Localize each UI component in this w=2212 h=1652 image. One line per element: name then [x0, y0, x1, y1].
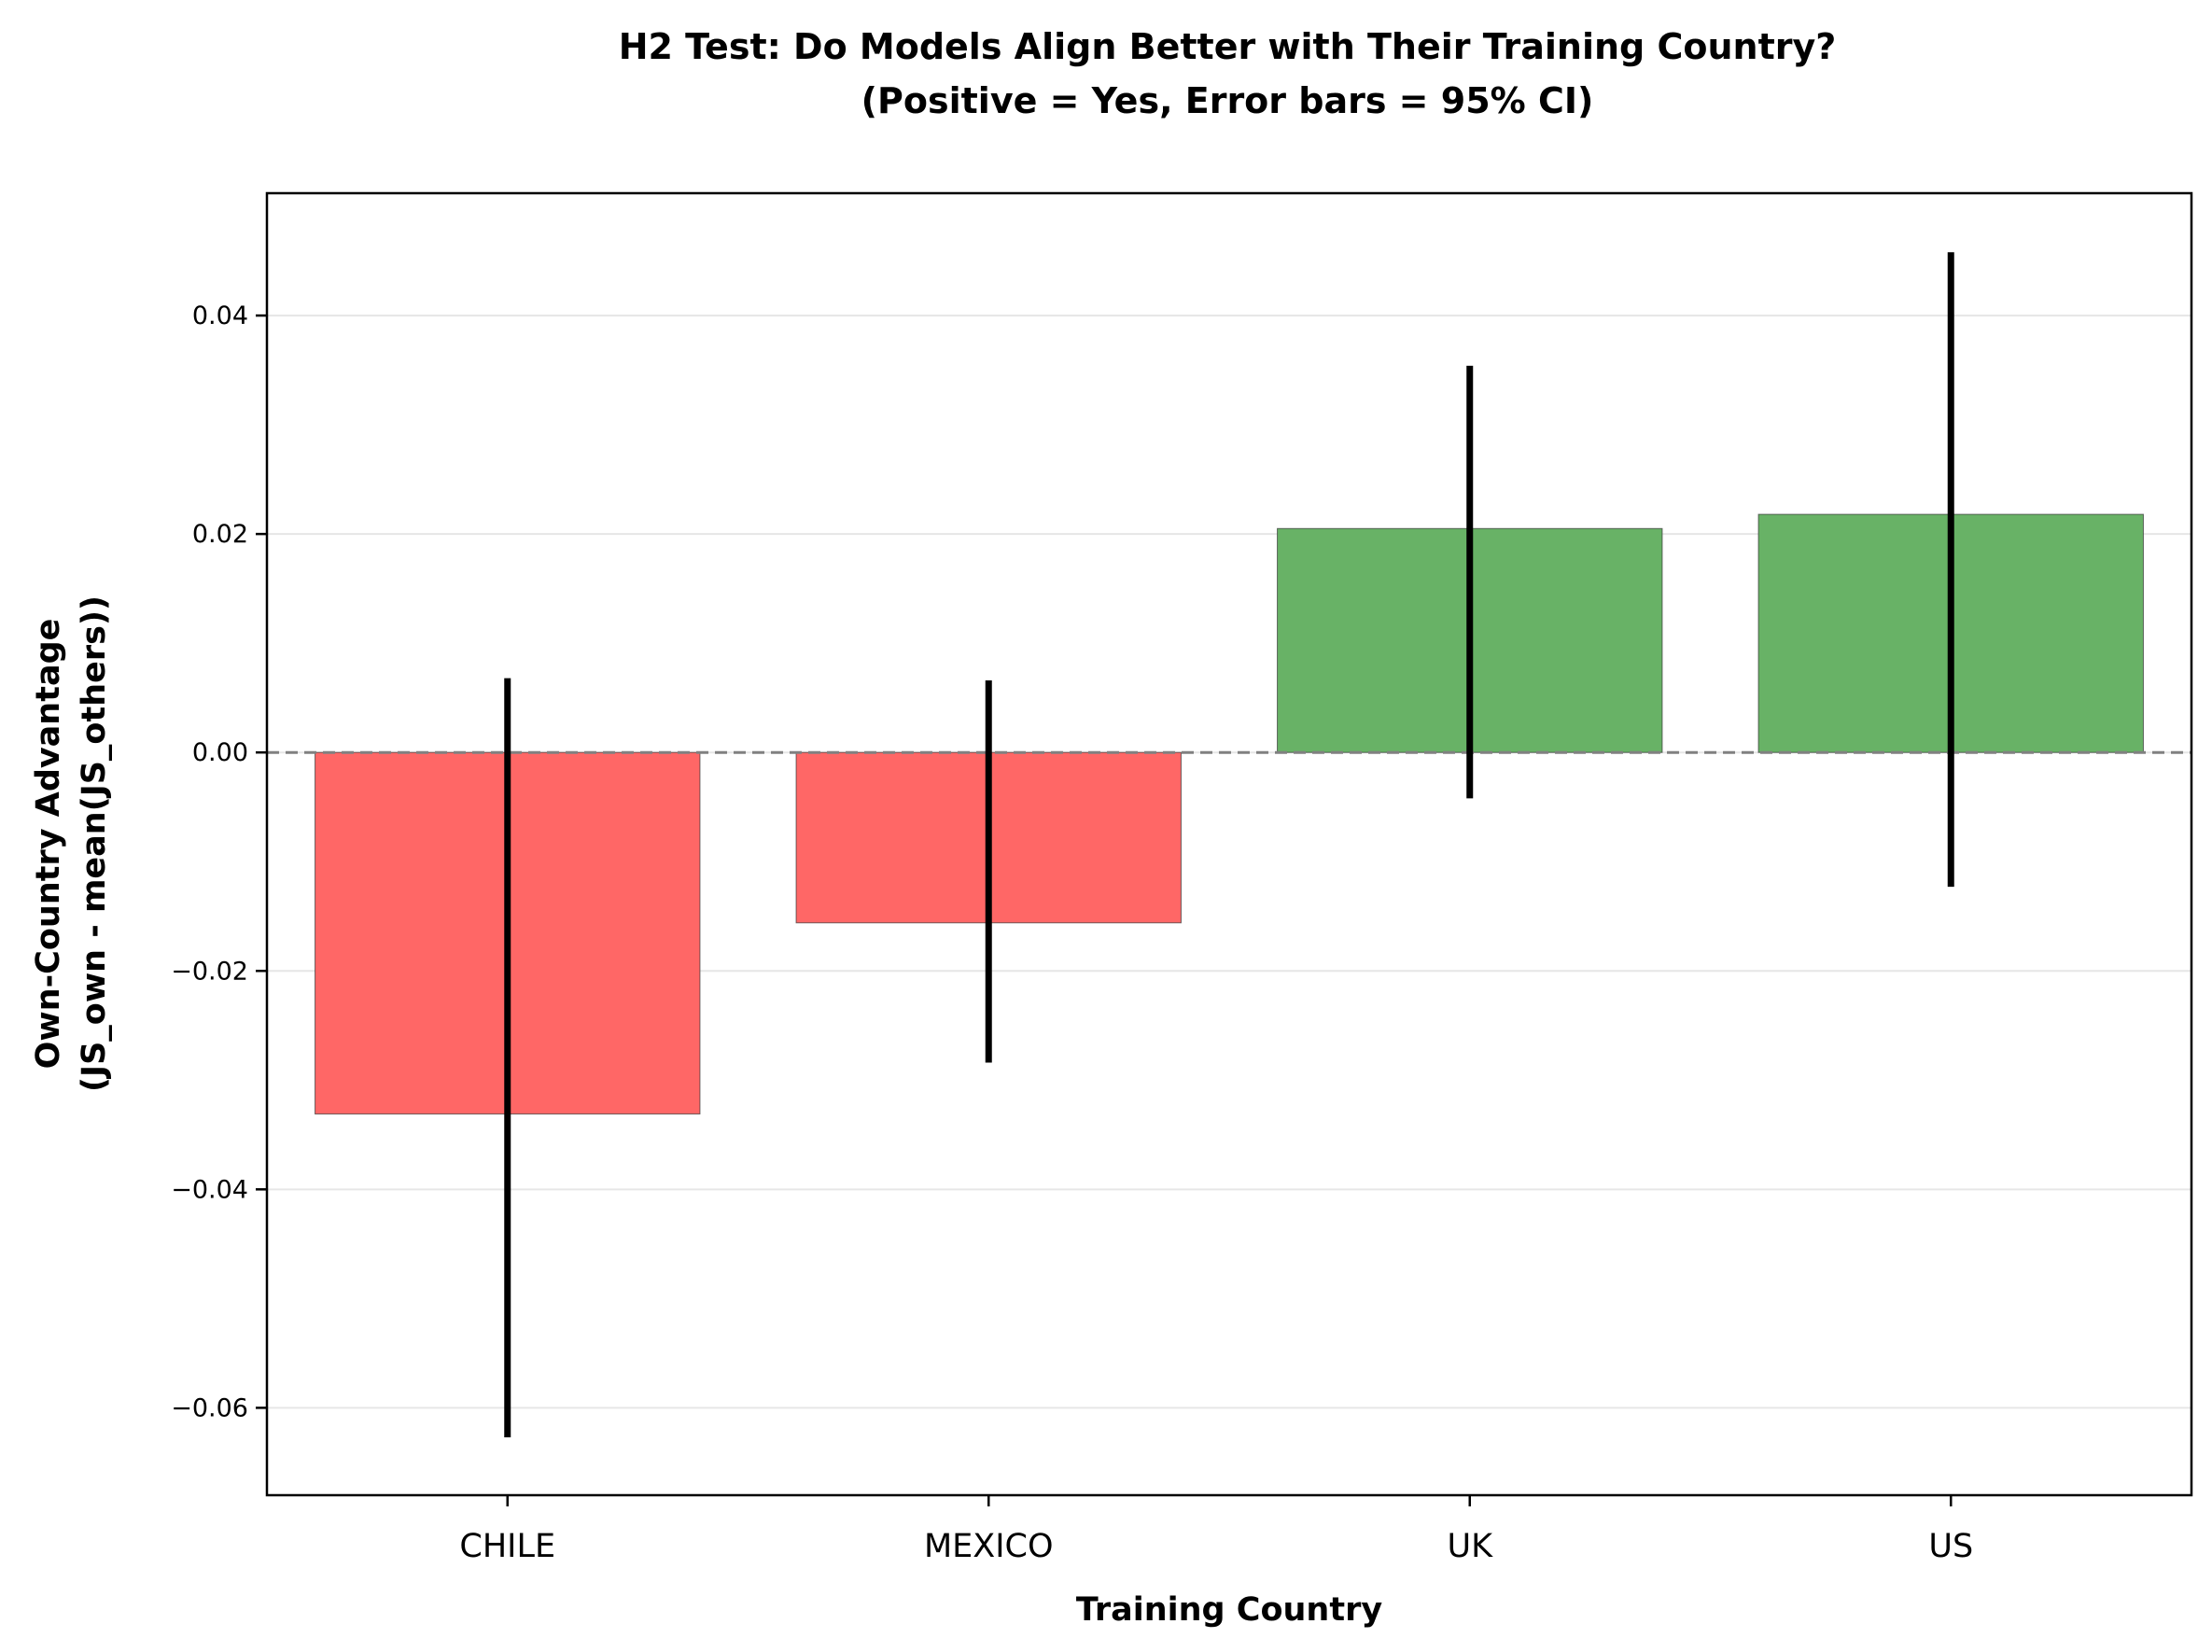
plot-frame — [265, 191, 2193, 1497]
x-tick-label-mexico: MEXICO — [924, 1528, 1054, 1565]
y-tick-label-2: −0.02 — [171, 957, 248, 986]
y-tick-label-4: 0.02 — [192, 520, 248, 549]
x-tick-label-us: US — [1928, 1528, 1973, 1565]
x-tick-label-uk: UK — [1447, 1528, 1493, 1565]
x-axis-label: Training Country — [1076, 1591, 1383, 1629]
y-axis-label-line2: (JS_own - mean(JS_others)) — [76, 595, 113, 1092]
chart-subtitle: (Positive = Yes, Error bars = 95% CI) — [861, 80, 1594, 121]
y-axis-ticks: −0.06 −0.04 −0.02 0.00 0.02 0.04 — [171, 301, 267, 1422]
bars — [315, 513, 2144, 1115]
y-tick-label-3: 0.00 — [192, 738, 248, 767]
x-tick-label-chile: CHILE — [459, 1528, 555, 1565]
y-tick-label-5: 0.04 — [192, 301, 248, 330]
y-tick-label-0: −0.06 — [171, 1393, 248, 1422]
y-tick-label-1: −0.04 — [171, 1175, 248, 1204]
x-axis-ticks: CHILE MEXICO UK US — [459, 1495, 1973, 1565]
y-axis-label-line1: Own-Country Advantage — [30, 619, 67, 1070]
error-bars — [504, 252, 1954, 1437]
chart-title: H2 Test: Do Models Align Better with The… — [619, 26, 1837, 67]
